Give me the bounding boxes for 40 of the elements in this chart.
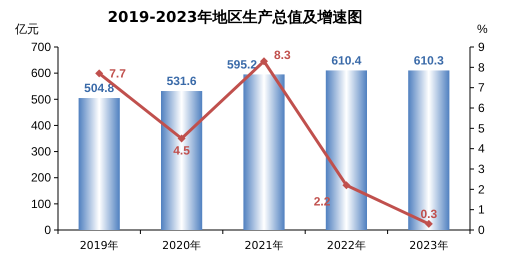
x-tick-label: 2022年 [326, 239, 366, 252]
y2-tick-label: 7 [478, 80, 485, 95]
point [424, 220, 433, 228]
data-label: 8.3 [274, 48, 292, 62]
point [178, 134, 186, 142]
y-tick-label: 200 [30, 170, 52, 185]
y-axis-title: 亿元 [14, 22, 39, 36]
x-tick-label: 2021年 [244, 239, 284, 252]
data-label: 610.4 [331, 53, 362, 68]
x-tick-label: 2023年 [409, 239, 448, 252]
data-label: 610.3 [414, 53, 444, 68]
data-label: 4.5 [173, 144, 190, 158]
point [95, 69, 104, 78]
y-tick-label: 100 [30, 196, 52, 211]
data-label: 504.8 [84, 81, 115, 96]
y2-tick-label: 9 [478, 40, 485, 54]
y2-tick-label: 5 [478, 121, 485, 136]
data-label: 0.3 [420, 206, 438, 221]
point [342, 181, 350, 190]
y-tick-label: 300 [30, 144, 52, 159]
y-tick-label: 700 [30, 40, 52, 54]
y2-tick-label: 0 [478, 223, 485, 237]
y2-tick-label: 6 [478, 101, 485, 115]
chart-title: 2019-2023年地区生产总值及增速图 [108, 8, 362, 26]
y2-axis-title: % [477, 22, 488, 36]
y2-tick-label: 2 [478, 182, 485, 196]
data-label: 595.2 [226, 57, 258, 72]
data-label: 7.7 [109, 66, 126, 80]
y-tick-label: 0 [44, 223, 52, 237]
y2-tick-label: 3 [478, 162, 485, 176]
y-tick-label: 600 [30, 66, 52, 80]
data-label: 531.6 [166, 74, 197, 88]
x-tick-label: 2020年 [162, 239, 202, 252]
point [260, 57, 268, 66]
x-tick-label: 2019年 [80, 239, 119, 252]
y2-tick-label: 8 [478, 60, 485, 74]
y-tick-label: 400 [30, 118, 52, 132]
y-tick-label: 500 [30, 92, 52, 106]
y2-tick-label: 4 [478, 142, 485, 156]
y2-tick-label: 1 [478, 202, 485, 217]
